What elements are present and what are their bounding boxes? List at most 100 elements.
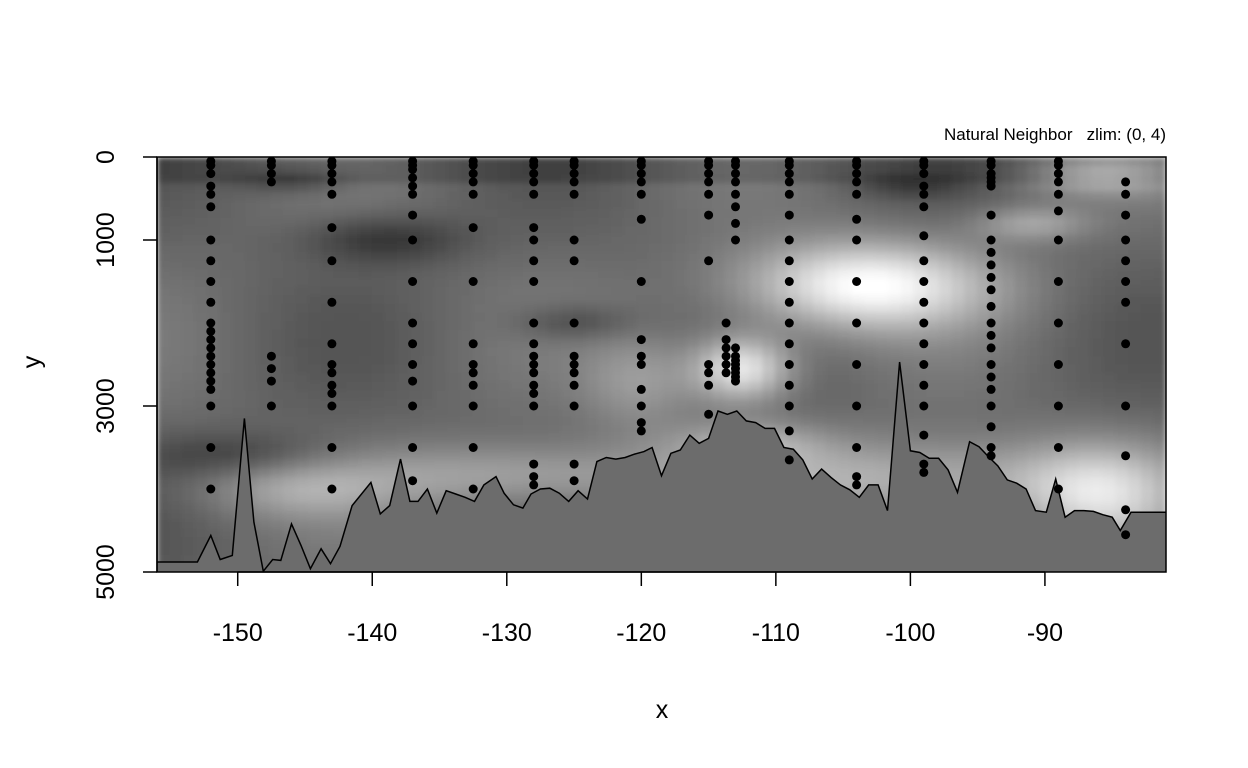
sample-point bbox=[569, 360, 579, 369]
heatmap-cell bbox=[320, 165, 335, 175]
heatmap-cell bbox=[775, 278, 789, 288]
heatmap-cell bbox=[1102, 442, 1117, 452]
heatmap-cell bbox=[535, 303, 549, 314]
heatmap-cell bbox=[901, 373, 915, 383]
heatmap-cell bbox=[976, 286, 991, 296]
heatmap-cell bbox=[1077, 373, 1091, 383]
heatmap-cell bbox=[371, 381, 385, 392]
heatmap-cell bbox=[825, 278, 839, 288]
heatmap-cell bbox=[926, 355, 940, 366]
heatmap-cell bbox=[283, 425, 297, 435]
heatmap-cell bbox=[674, 269, 688, 279]
heatmap-cell bbox=[257, 165, 272, 175]
heatmap-cell bbox=[535, 338, 549, 348]
sample-point bbox=[327, 401, 337, 411]
heatmap-cell bbox=[245, 191, 259, 201]
heatmap-cell bbox=[333, 520, 347, 530]
heatmap-cell bbox=[674, 174, 688, 184]
heatmap-cell bbox=[560, 373, 574, 383]
heatmap-cell bbox=[434, 442, 448, 452]
heatmap-cell bbox=[787, 217, 801, 227]
heatmap-cell bbox=[938, 381, 953, 392]
heatmap-cell bbox=[875, 252, 890, 262]
heatmap-cell bbox=[913, 425, 927, 435]
heatmap-cell bbox=[699, 200, 713, 210]
heatmap-cell bbox=[989, 295, 1003, 305]
heatmap-cell bbox=[421, 165, 436, 175]
heatmap-cell bbox=[1077, 312, 1091, 322]
heatmap-cell bbox=[358, 347, 373, 357]
heatmap-cell bbox=[295, 511, 309, 521]
heatmap-cell bbox=[686, 295, 700, 305]
heatmap-cell bbox=[775, 390, 789, 400]
heatmap-cell bbox=[648, 399, 663, 409]
heatmap-cell bbox=[989, 208, 1003, 219]
heatmap-cell bbox=[560, 295, 574, 305]
heatmap-cell bbox=[623, 303, 637, 314]
heatmap-cell bbox=[232, 191, 246, 201]
heatmap-cell bbox=[245, 303, 259, 314]
heatmap-cell bbox=[484, 217, 499, 227]
heatmap-cell bbox=[1027, 399, 1041, 409]
heatmap-cell bbox=[220, 520, 234, 530]
heatmap-cell bbox=[1102, 364, 1117, 374]
heatmap-cell bbox=[812, 260, 827, 270]
heatmap-cell bbox=[964, 208, 978, 219]
heatmap-cell bbox=[245, 329, 259, 340]
heatmap-cell bbox=[976, 182, 991, 193]
sample-point bbox=[1053, 401, 1063, 411]
heatmap-cell bbox=[901, 278, 915, 288]
heatmap-cell bbox=[964, 433, 978, 443]
heatmap-cell bbox=[825, 355, 839, 366]
heatmap-cell bbox=[737, 286, 751, 296]
heatmap-cell bbox=[787, 226, 801, 236]
heatmap-cell bbox=[547, 182, 562, 193]
heatmap-cell bbox=[636, 182, 650, 193]
heatmap-cell bbox=[169, 269, 183, 279]
heatmap-cell bbox=[1077, 364, 1091, 374]
heatmap-cell bbox=[522, 243, 536, 253]
sample-point bbox=[919, 256, 929, 266]
heatmap-cell bbox=[812, 217, 827, 227]
sample-point bbox=[327, 443, 337, 452]
heatmap-cell bbox=[1128, 226, 1142, 236]
heatmap-cell bbox=[850, 295, 864, 305]
heatmap-cell bbox=[547, 390, 562, 400]
heatmap-cell bbox=[358, 312, 373, 322]
heatmap-cell bbox=[573, 182, 587, 193]
heatmap-cell bbox=[257, 364, 272, 374]
sample-point bbox=[731, 202, 740, 212]
heatmap-cell bbox=[976, 355, 991, 366]
heatmap-cell bbox=[371, 407, 385, 417]
sample-point bbox=[408, 164, 418, 174]
heatmap-cell bbox=[1027, 407, 1041, 417]
heatmap-cell bbox=[358, 355, 373, 366]
heatmap-cell bbox=[169, 338, 183, 348]
heatmap-cell bbox=[459, 442, 473, 452]
heatmap-cell bbox=[1090, 234, 1104, 245]
heatmap-cell bbox=[182, 381, 196, 392]
heatmap-cell bbox=[257, 485, 272, 495]
heatmap-cell bbox=[510, 373, 524, 383]
heatmap-cell bbox=[194, 502, 209, 513]
sample-point bbox=[529, 401, 539, 411]
heatmap-cell bbox=[283, 468, 297, 478]
heatmap-cell bbox=[547, 329, 562, 340]
heatmap-cell bbox=[421, 303, 436, 314]
heatmap-cell bbox=[421, 468, 436, 478]
heatmap-cell bbox=[1153, 381, 1166, 392]
heatmap-cell bbox=[938, 399, 953, 409]
heatmap-cell bbox=[598, 355, 612, 366]
heatmap-cell bbox=[699, 182, 713, 193]
heatmap-cell bbox=[1039, 338, 1054, 348]
heatmap-cell bbox=[875, 226, 890, 236]
heatmap-cell bbox=[585, 252, 600, 262]
heatmap-cell bbox=[976, 364, 991, 374]
heatmap-cell bbox=[800, 252, 814, 262]
heatmap-cell bbox=[157, 243, 171, 253]
sample-point bbox=[636, 384, 646, 394]
heatmap-cell bbox=[270, 295, 284, 305]
heatmap-cell bbox=[1052, 373, 1066, 383]
heatmap-cell bbox=[358, 303, 373, 314]
heatmap-cell bbox=[800, 295, 814, 305]
